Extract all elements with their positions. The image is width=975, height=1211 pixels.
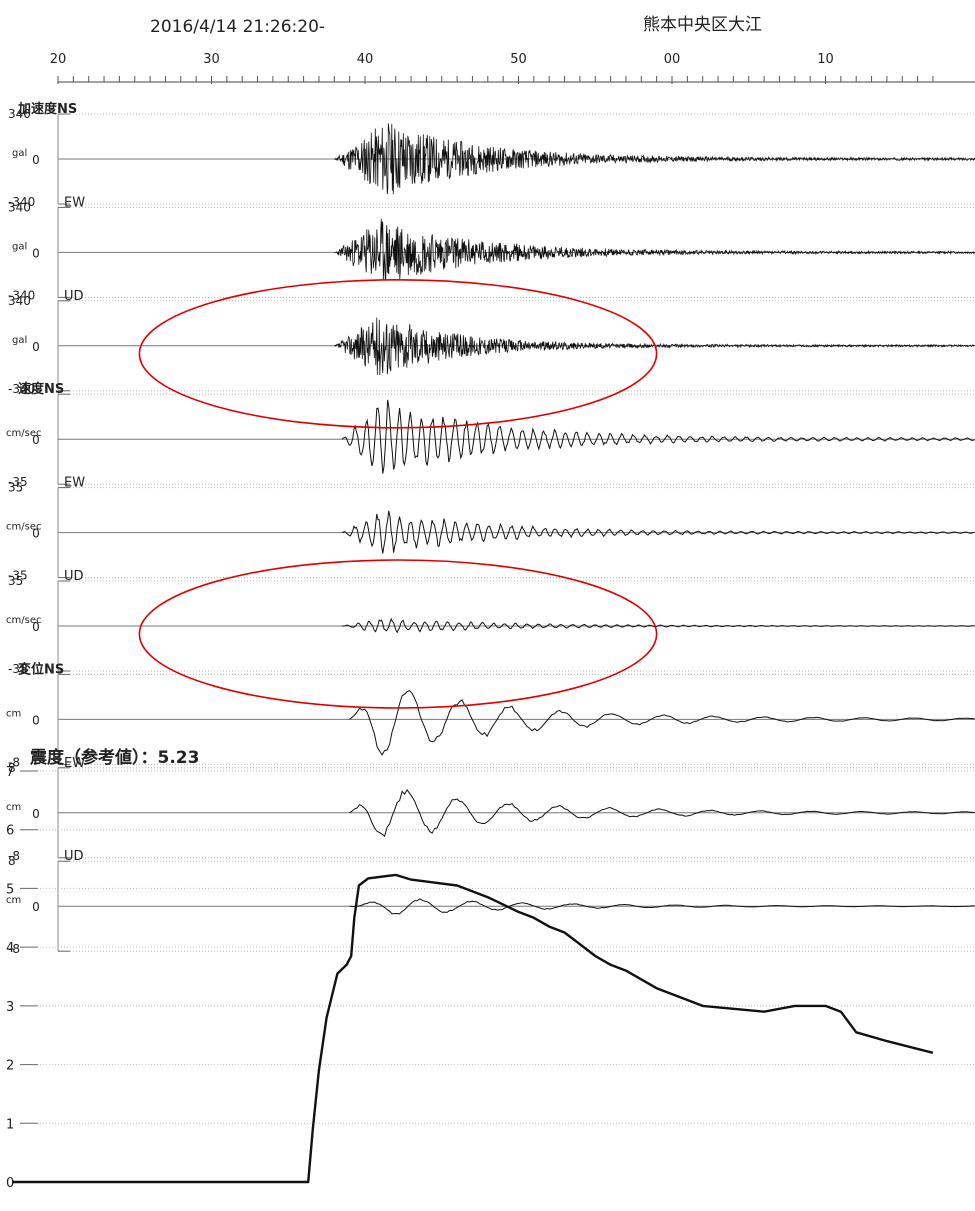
unit-label: cm xyxy=(6,895,21,906)
waveform-panels: 加速度NS3400-340galEW3400-340galUD3400-340g… xyxy=(6,101,975,956)
channel-label: EW xyxy=(64,756,85,771)
y-min-label: -8 xyxy=(8,942,20,956)
unit-label: gal xyxy=(12,241,27,252)
channel-label: UD xyxy=(64,569,84,584)
waveform-trace xyxy=(349,690,975,756)
intensity-tick-label-1: 1 xyxy=(6,1117,14,1132)
intensity-tick-label-3: 3 xyxy=(6,1000,14,1015)
waveform-trace xyxy=(349,898,975,915)
highlight-ellipse-1 xyxy=(138,278,658,429)
waveform-trace xyxy=(334,218,975,281)
seismic-intensity-panel: 震度（参考値）：5.23 7 6 5 4 3 2 1 0 xyxy=(6,747,975,1191)
y-max-label: 35 xyxy=(8,574,23,588)
unit-label: cm/sec xyxy=(6,522,41,533)
intensity-tick-label-2: 2 xyxy=(6,1059,14,1074)
intensity-title: 震度（参考値）：5.23 xyxy=(29,747,199,768)
intensity-tick-label-0: 0 xyxy=(6,1176,14,1191)
panel-8: EW 8 0 -8 cm xyxy=(6,756,975,863)
y-zero-label: 0 xyxy=(32,246,40,260)
intensity-tick-label-5: 5 xyxy=(6,882,14,897)
intensity-curve xyxy=(12,873,934,1184)
y-min-label: -35 xyxy=(8,569,28,583)
y-max-label: 340 xyxy=(8,107,31,121)
y-zero-label: 0 xyxy=(32,900,40,914)
time-tick-label-30: 30 xyxy=(203,52,220,67)
waveform-trace xyxy=(341,399,975,474)
intensity-tick-label-4: 4 xyxy=(6,941,14,956)
time-tick-label-00: 00 xyxy=(664,52,681,67)
y-min-label: -35 xyxy=(8,475,28,489)
channel-label: UD xyxy=(64,849,84,864)
waveform-trace xyxy=(341,510,975,554)
unit-label: gal xyxy=(12,335,27,346)
group-channel-label: 加速度NS xyxy=(17,101,77,117)
channel-label: UD xyxy=(64,289,84,304)
y-min-label: -340 xyxy=(8,382,35,396)
unit-label: gal xyxy=(12,148,27,159)
waveform-trace xyxy=(341,617,975,634)
panel-6: UD 35 0 -35 cm/sec xyxy=(6,569,975,676)
y-max-label: 35 xyxy=(8,481,23,495)
y-zero-label: 0 xyxy=(32,153,40,167)
time-axis: 20 30 40 50 00 10 xyxy=(50,52,975,84)
waveform-trace xyxy=(334,123,975,195)
unit-label: cm xyxy=(6,802,21,813)
y-zero-label: 0 xyxy=(32,433,40,447)
y-min-label: -35 xyxy=(8,662,28,676)
unit-label: cm/sec xyxy=(6,615,41,626)
y-zero-label: 0 xyxy=(32,340,40,354)
y-max-label: 8 xyxy=(8,761,16,775)
group-channel-label: 変位NS xyxy=(18,661,64,677)
annotation-layer xyxy=(138,278,658,709)
y-max-label: 8 xyxy=(8,854,16,868)
y-min-label: -340 xyxy=(8,288,35,302)
group-channel-label: 速度NS xyxy=(18,381,64,397)
intensity-tick-label-6: 6 xyxy=(6,824,14,839)
panel-4: 速度NS 0 -35 cm/sec xyxy=(6,381,975,489)
time-tick-label-40: 40 xyxy=(357,52,374,67)
highlight-ellipse-2 xyxy=(138,559,658,709)
y-min-label: -8 xyxy=(8,755,20,769)
station-name: 熊本中央区大江 xyxy=(643,15,762,35)
time-tick-label-20: 20 xyxy=(50,52,67,67)
time-tick-label-50: 50 xyxy=(510,52,527,67)
y-zero-label: 0 xyxy=(32,807,40,821)
panel-5: EW 35 0 -35 cm/sec xyxy=(6,476,975,583)
panel-2: EW 340 0 -340 gal xyxy=(8,195,975,302)
y-max-label: 340 xyxy=(8,200,31,214)
y-zero-label: 0 xyxy=(32,527,40,541)
y-min-label: -8 xyxy=(8,849,20,863)
panel-9: UD 8 0 -8 cm xyxy=(6,849,975,956)
unit-label: cm/sec xyxy=(6,428,41,439)
y-max-label: 340 xyxy=(8,294,31,308)
channel-label: EW xyxy=(64,476,85,491)
y-zero-label: 0 xyxy=(32,620,40,634)
panel-3: UD 340 0 -340 gal xyxy=(8,289,975,396)
unit-label: cm xyxy=(6,708,21,719)
record-datetime: 2016/4/14 21:26:20- xyxy=(150,17,325,37)
channel-label: EW xyxy=(64,195,85,210)
intensity-tick-label-7: 7 xyxy=(6,765,14,780)
y-min-label: -340 xyxy=(8,195,35,209)
time-tick-label-10: 10 xyxy=(817,52,834,67)
waveform-trace xyxy=(349,788,975,838)
y-zero-label: 0 xyxy=(32,713,40,727)
